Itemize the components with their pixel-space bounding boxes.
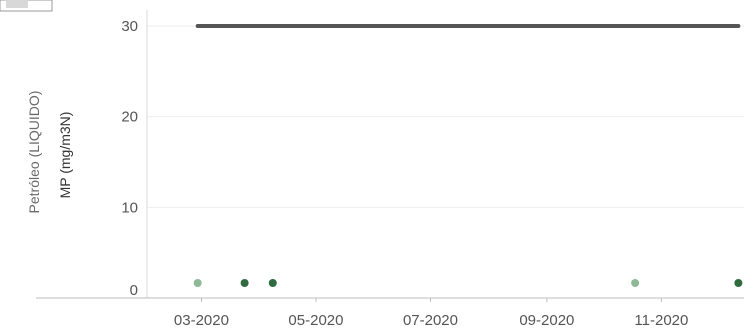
x-tick-labels: 03-2020 05-2020 07-2020 09-2020 11-2020 [174, 298, 688, 329]
y-tick-label: 10 [121, 199, 138, 216]
x-tick-label: 05-2020 [288, 312, 343, 329]
x-tick-label: 07-2020 [403, 312, 458, 329]
y-tick-labels: 0 10 20 30 [121, 18, 138, 299]
y-tick-label: 20 [121, 109, 138, 126]
y-axis-title: MP (mg/m3N) [57, 112, 73, 199]
data-point [734, 279, 743, 287]
grid-lines [147, 25, 744, 208]
row-label: Petróleo (LIQUIDO) [26, 91, 42, 214]
legend-swatch-fragment [0, 0, 53, 12]
data-point [193, 279, 202, 287]
data-point [268, 279, 277, 287]
y-tick-label: 30 [121, 18, 138, 35]
x-tick-label: 03-2020 [174, 312, 229, 329]
data-point [240, 279, 249, 287]
y-tick-label: 0 [130, 282, 138, 299]
data-points [193, 279, 743, 287]
data-point [631, 279, 640, 287]
x-tick-label: 11-2020 [634, 312, 688, 329]
x-tick-label: 09-2020 [519, 312, 574, 329]
